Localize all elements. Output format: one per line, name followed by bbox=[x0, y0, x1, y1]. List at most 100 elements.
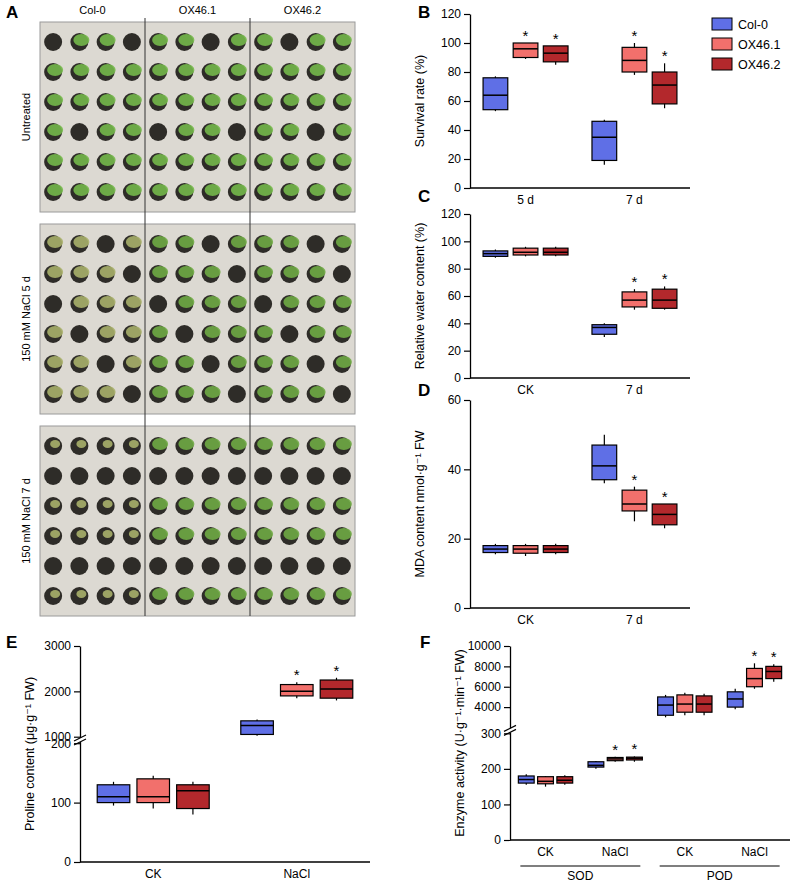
plant bbox=[47, 236, 63, 248]
pot bbox=[70, 467, 88, 485]
plant bbox=[178, 356, 194, 368]
tick-mark bbox=[464, 351, 470, 352]
plant bbox=[310, 386, 326, 398]
plant bbox=[283, 386, 299, 398]
significance-label: * bbox=[632, 471, 638, 488]
pot bbox=[149, 437, 167, 455]
x-tick: NaCl bbox=[283, 862, 310, 881]
pot bbox=[254, 355, 272, 373]
pot bbox=[175, 385, 193, 403]
plant bbox=[73, 64, 89, 76]
pot bbox=[228, 183, 246, 201]
tick-mark bbox=[464, 241, 470, 242]
tick-mark bbox=[464, 539, 470, 540]
tick-mark bbox=[464, 608, 470, 609]
plant bbox=[205, 588, 221, 600]
pot bbox=[254, 295, 272, 313]
y-tick: 0 bbox=[64, 855, 80, 869]
plant bbox=[178, 94, 194, 106]
plant bbox=[103, 590, 113, 598]
legend-swatch bbox=[712, 58, 732, 70]
box bbox=[137, 779, 170, 803]
plant bbox=[283, 438, 299, 450]
significance-label: * bbox=[771, 648, 777, 665]
pot bbox=[254, 467, 272, 485]
axis-line bbox=[470, 607, 690, 608]
plant bbox=[152, 326, 168, 338]
pot bbox=[123, 183, 141, 201]
y-tick: 100 bbox=[481, 798, 510, 812]
plant bbox=[310, 184, 326, 196]
pot bbox=[333, 467, 351, 485]
tray bbox=[40, 426, 355, 616]
pot bbox=[280, 467, 298, 485]
pot bbox=[202, 437, 220, 455]
median bbox=[658, 704, 674, 706]
y-tick: 100 bbox=[51, 796, 80, 810]
plant bbox=[100, 326, 116, 338]
pot bbox=[228, 325, 246, 343]
tick-mark bbox=[464, 214, 470, 215]
plant bbox=[310, 34, 326, 46]
pot bbox=[228, 587, 246, 605]
pot bbox=[333, 325, 351, 343]
column-label: OX46.1 bbox=[179, 4, 216, 16]
plant bbox=[126, 356, 142, 368]
plant bbox=[152, 184, 168, 196]
pot bbox=[123, 295, 141, 313]
pot bbox=[254, 63, 272, 81]
pot bbox=[333, 183, 351, 201]
plant bbox=[178, 296, 194, 308]
box bbox=[677, 695, 693, 712]
y-tick: 0 bbox=[454, 601, 470, 615]
pot bbox=[175, 235, 193, 253]
pot bbox=[175, 93, 193, 111]
axis-line bbox=[470, 187, 690, 188]
plant bbox=[178, 184, 194, 196]
plant bbox=[100, 184, 116, 196]
pot bbox=[307, 355, 325, 373]
significance-label: * bbox=[752, 647, 758, 664]
pot bbox=[307, 93, 325, 111]
plant bbox=[310, 296, 326, 308]
pot bbox=[228, 385, 246, 403]
plant bbox=[283, 154, 299, 166]
pot bbox=[149, 123, 167, 141]
plant bbox=[231, 296, 247, 308]
tick-mark bbox=[74, 691, 80, 692]
tick-mark bbox=[504, 804, 510, 805]
significance-label: * bbox=[523, 27, 529, 44]
pot bbox=[97, 153, 115, 171]
pot bbox=[70, 385, 88, 403]
median bbox=[543, 52, 568, 54]
plant bbox=[100, 94, 116, 106]
pot bbox=[202, 265, 220, 283]
tick-label: 10000 bbox=[468, 639, 502, 653]
plant bbox=[310, 154, 326, 166]
box bbox=[483, 251, 508, 256]
plant bbox=[47, 124, 63, 136]
pot bbox=[175, 437, 193, 455]
plant bbox=[129, 440, 139, 448]
median bbox=[622, 60, 647, 62]
tick-mark bbox=[464, 323, 470, 324]
axis-line bbox=[470, 401, 471, 609]
pot bbox=[333, 235, 351, 253]
pot bbox=[202, 235, 220, 253]
x-tick: NaCl bbox=[602, 840, 629, 859]
plant bbox=[283, 266, 299, 278]
plant bbox=[336, 326, 352, 338]
box bbox=[727, 692, 743, 707]
pot bbox=[149, 325, 167, 343]
plant bbox=[336, 588, 352, 600]
group-label: SOD bbox=[567, 869, 593, 883]
plant bbox=[231, 528, 247, 540]
tick-mark bbox=[464, 159, 470, 160]
pot bbox=[175, 325, 193, 343]
plant bbox=[73, 236, 89, 248]
plant bbox=[126, 326, 142, 338]
pot bbox=[123, 265, 141, 283]
figure: ACol-0OX46.1OX46.2Untreated150 mM NaCl 5… bbox=[0, 0, 797, 894]
plant bbox=[152, 438, 168, 450]
pot bbox=[202, 153, 220, 171]
